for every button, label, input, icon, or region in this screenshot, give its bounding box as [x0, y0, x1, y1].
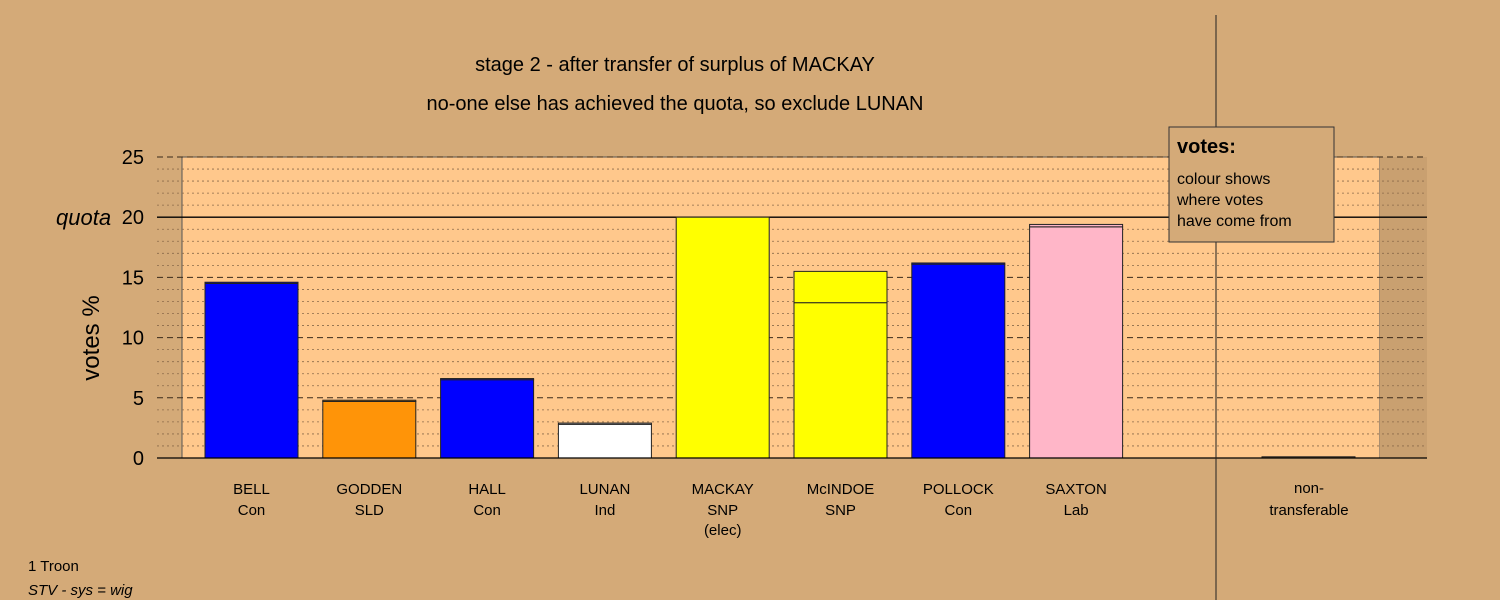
bar-hall-segment-1: [440, 378, 535, 381]
chart-title: stage 2 - after transfer of surplus of M…: [475, 54, 875, 76]
candidate-name: HALL: [468, 481, 506, 498]
bar-saxton-segment-0: [1029, 226, 1124, 459]
y-tick-label: 0: [133, 448, 144, 470]
non-transferable-label-line1: non-: [1294, 480, 1324, 497]
candidate-party: Lab: [1064, 502, 1089, 519]
bar-pollock-segment-0: [911, 263, 1006, 459]
candidate-party: Con: [945, 502, 973, 519]
quota-label: quota: [56, 205, 111, 230]
y-tick-label: 5: [133, 388, 144, 410]
y-axis-label: votes %: [78, 295, 105, 380]
candidate-name: McINDOE: [807, 481, 875, 498]
legend-box: votes: colour shows where votes have com…: [1168, 126, 1335, 243]
candidate-name: POLLOCK: [923, 481, 994, 498]
bar-mcindoe-segment-1: [793, 270, 888, 304]
candidate-note: (elec): [704, 522, 742, 539]
chart-subtitle: no-one else has achieved the quota, so e…: [427, 93, 924, 115]
candidate-name: SAXTON: [1045, 481, 1106, 498]
legend-line-3: have come from: [1177, 213, 1292, 230]
bar-pollock-segment-1: [911, 262, 1006, 265]
legend-line-1: colour shows: [1177, 171, 1270, 188]
candidate-party: Ind: [594, 502, 615, 519]
y-tick-label: 15: [122, 267, 144, 289]
bar-mackay-segment-0: [675, 216, 770, 459]
y-tick-label: 10: [122, 328, 144, 350]
footer-constituency: 1 Troon: [28, 558, 79, 575]
non-transferable-label-line2: transferable: [1269, 502, 1348, 519]
legend-line-2: where votes: [1176, 192, 1263, 209]
y-tick-label: 25: [122, 147, 144, 169]
plot-margin: [1380, 157, 1427, 458]
axis: 0 5 10 15 20 25 quota: [56, 15, 1427, 600]
bar-saxton-segment-1: [1029, 223, 1124, 228]
legend-title: votes:: [1177, 136, 1236, 158]
candidate-name: MACKAY: [692, 481, 754, 498]
bar-bell-segment-1: [204, 281, 299, 284]
bar-lunan-segment-1: [557, 422, 652, 425]
bar-lunan-segment-0: [557, 423, 652, 459]
candidate-party: SNP: [707, 502, 738, 519]
candidate-name: LUNAN: [579, 481, 630, 498]
footer-system: STV - sys = wig: [28, 582, 133, 599]
bar-bell-segment-0: [204, 282, 299, 459]
category-labels: BELL Con GODDEN SLD HALL Con LUNAN Ind MACKAY SNP…: [233, 480, 1348, 539]
candidate-party: SNP: [825, 502, 856, 519]
bars: [204, 216, 1356, 459]
bar-mcindoe-segment-0: [793, 302, 888, 459]
gridlines: [157, 156, 1427, 447]
candidate-party: SLD: [355, 502, 384, 519]
bar-godden-segment-1: [322, 399, 417, 402]
y-tick-label: 20: [122, 207, 144, 229]
candidate-name: BELL: [233, 481, 270, 498]
candidate-name: GODDEN: [336, 481, 402, 498]
bar-hall-segment-0: [440, 379, 535, 459]
candidate-party: Con: [473, 502, 501, 519]
candidate-party: Con: [238, 502, 266, 519]
bar-godden-segment-0: [322, 400, 417, 459]
